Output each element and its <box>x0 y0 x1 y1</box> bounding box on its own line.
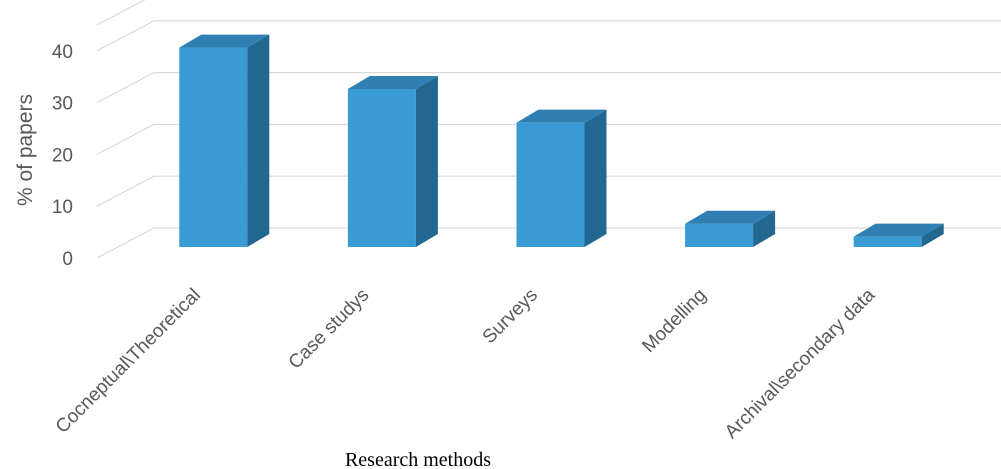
bar-top <box>685 210 776 224</box>
bar-top <box>347 76 438 90</box>
gridline <box>96 72 1001 104</box>
x-tick-label: Archival\secondary data <box>721 284 880 443</box>
bar <box>347 89 416 247</box>
bar <box>685 223 754 247</box>
y-tick-label: 30 <box>52 94 73 115</box>
bar <box>516 122 585 247</box>
bar-side <box>415 76 438 247</box>
x-tick-label: Cocneptual\Theoretical <box>52 285 205 438</box>
x-tick-label: Case studys <box>285 285 374 374</box>
y-tick-label: 0 <box>62 249 73 270</box>
gridline <box>96 20 1001 52</box>
bar-side <box>584 109 607 248</box>
y-tick-label: 10 <box>52 197 73 218</box>
bar <box>179 47 248 247</box>
x-tick-label: Modelling <box>638 285 710 357</box>
x-tick-label: Surveys <box>479 285 542 348</box>
bars <box>179 34 944 248</box>
gridline <box>96 0 146 26</box>
bar-side <box>921 223 944 247</box>
bar-top <box>179 34 270 48</box>
x-tick-labels: Cocneptual\Theoretical Case studys Surveys… <box>52 284 880 443</box>
y-axis-label: % of papers <box>14 94 37 206</box>
y-tick-label: 40 <box>52 42 73 63</box>
bar-side <box>753 210 776 247</box>
bar-top <box>853 223 944 237</box>
bar-side <box>247 34 270 247</box>
y-tick-label: 20 <box>52 145 73 166</box>
bar-top <box>516 109 607 123</box>
bar <box>853 236 922 247</box>
y-tick-labels: 0 10 20 30 40 <box>52 42 73 270</box>
gridline <box>96 123 1001 155</box>
x-axis-label: Research methods <box>345 449 491 469</box>
gridline <box>96 175 1001 207</box>
